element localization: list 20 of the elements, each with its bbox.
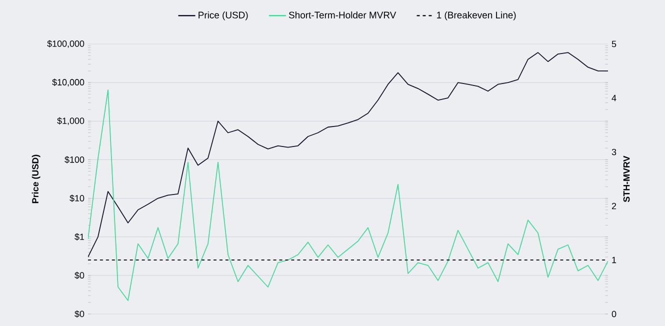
y-tick-label: $10,000 (52, 78, 84, 86)
y2-tick-label: 5 (612, 40, 616, 48)
y2-tick-label: 3 (612, 148, 616, 156)
y-tick-label: $10 (70, 194, 84, 202)
y2-tick-label: 4 (612, 94, 616, 102)
y-axis-title: Price (USD) (32, 154, 40, 204)
legend-label: Price (USD) (198, 11, 248, 20)
y2-tick-label: 2 (612, 202, 616, 210)
y2-tick-label: 0 (612, 310, 616, 318)
line-series (88, 52, 608, 258)
legend-label: 1 (Breakeven Line) (437, 11, 516, 20)
y-tick-label: $100 (64, 156, 84, 164)
y-tick-label: $100,000 (47, 40, 84, 48)
y-tick-label: $1 (74, 233, 84, 240)
legend-label: Short-Term-Holder MVRV (288, 11, 396, 18)
y-tick-label: $0 (74, 272, 84, 280)
y-tick-label: $0 (74, 310, 84, 318)
y2-axis-title: STH-MVRV (623, 156, 630, 202)
y2-tick-label: 1 (612, 256, 616, 264)
y-tick-label: $1,000 (57, 117, 84, 126)
